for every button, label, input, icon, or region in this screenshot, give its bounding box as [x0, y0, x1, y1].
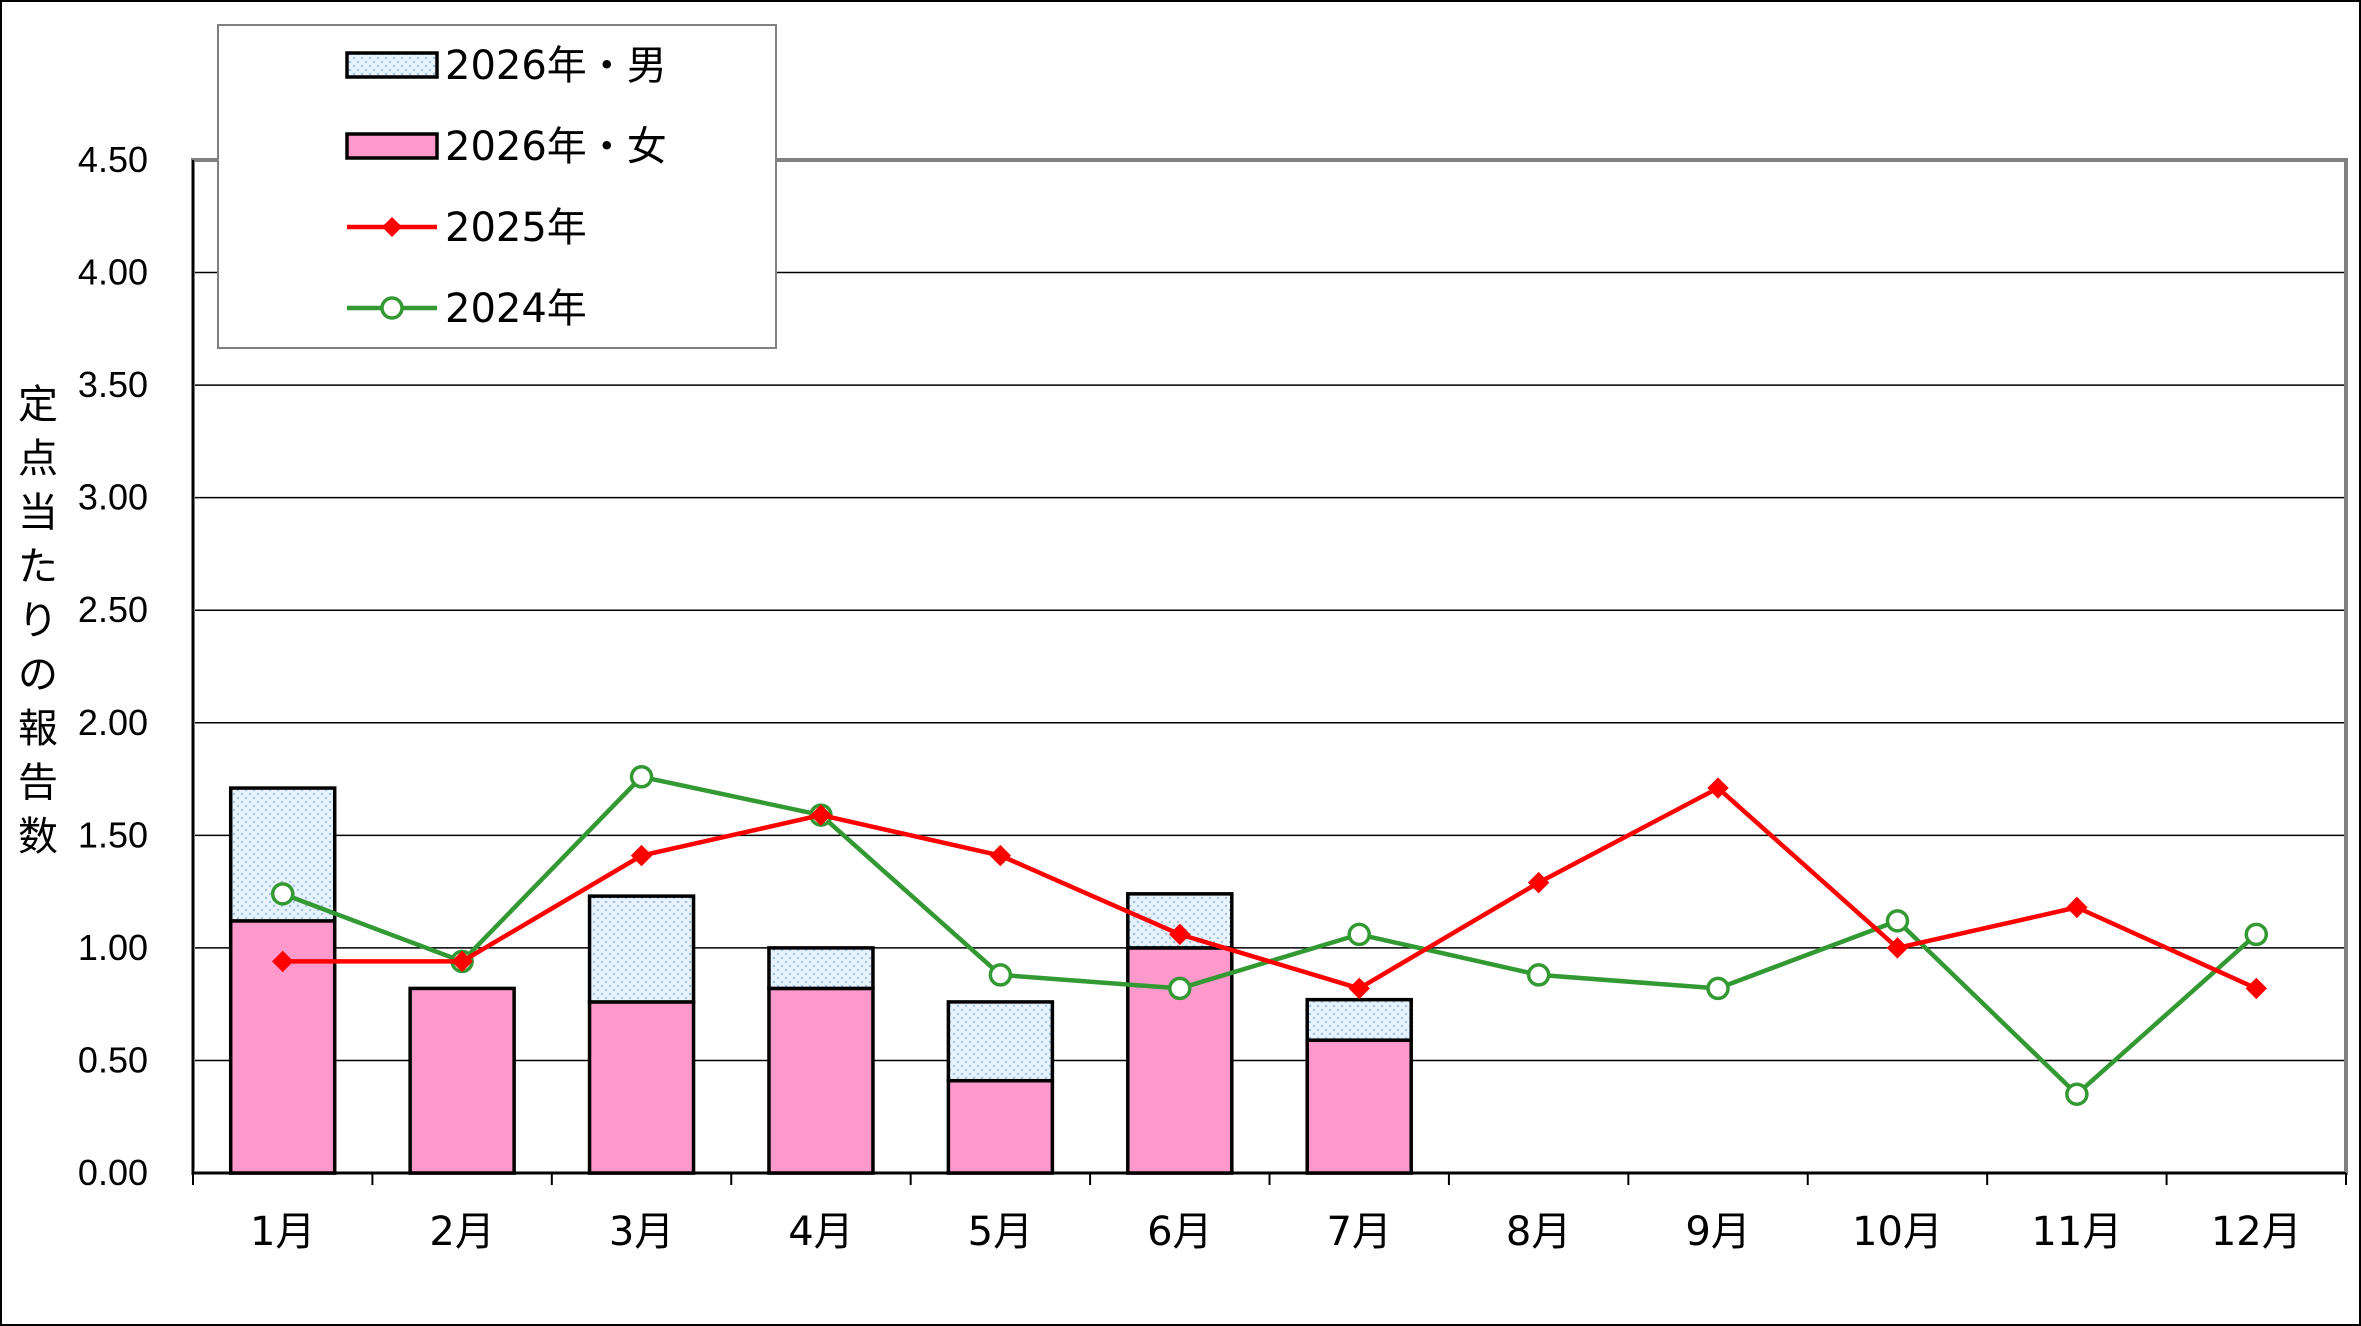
y-tick-label: 3.50: [78, 364, 148, 405]
y-tick-label: 1.50: [78, 814, 148, 855]
bars: [228, 786, 1413, 1175]
legend-marker-2024: [380, 296, 404, 320]
legend-label: 2024年: [445, 286, 587, 332]
point-marker: [1348, 977, 1370, 1000]
y-tick-label: 0.50: [78, 1039, 148, 1080]
y-tick-label: 2.00: [78, 702, 148, 743]
bar-female: [408, 986, 516, 1175]
point-marker: [2245, 977, 2267, 1000]
x-tick-label: 6月: [1147, 1209, 1212, 1255]
y-axis-title-char: 報: [18, 706, 58, 752]
point-marker: [1527, 871, 1550, 894]
x-tick-label: 4月: [788, 1209, 853, 1255]
y-tick-label: 2.50: [78, 589, 148, 630]
bar-male: [1305, 997, 1413, 1042]
point-marker: [989, 844, 1012, 867]
x-tick-marks: [192, 1173, 2347, 1185]
x-tick-label: 12月: [2211, 1209, 2302, 1255]
y-tick-labels: 0.00 0.50 1.00 1.50 2.00 2.50 3.00 3.50 4.00 4.50: [78, 139, 148, 1193]
bar-male: [587, 894, 696, 1004]
x-tick-labels: 1月 2月 3月 4月 5月 6月 7月 8月 9月 10月 11月 12月: [250, 1209, 2302, 1255]
y-axis-title-char: 点: [18, 436, 58, 482]
x-tick-label: 3月: [609, 1209, 674, 1255]
series-line: [282, 785, 2258, 991]
legend-label: 2025年: [445, 205, 587, 251]
point-marker: [988, 963, 1013, 987]
point-marker: [2244, 922, 2269, 947]
y-axis-title-char: た: [18, 544, 58, 590]
point-marker: [2065, 1082, 2089, 1106]
x-tick-label: 2月: [429, 1209, 494, 1255]
legend-marker-2025: [382, 217, 402, 237]
point-marker: [272, 950, 294, 973]
point-marker: [1168, 976, 1192, 1001]
bar-female: [587, 1000, 696, 1175]
x-tick-label: 11月: [2031, 1209, 2122, 1255]
lines: [270, 765, 2269, 1106]
y-tick-label: 4.50: [78, 139, 148, 180]
point-marker: [1526, 963, 1551, 987]
point-marker: [1707, 777, 1729, 799]
y-axis-title-char: の: [18, 652, 58, 698]
point-marker: [1169, 923, 1191, 946]
legend-label: 2026年・男: [445, 43, 667, 89]
x-tick-label: 8月: [1506, 1209, 1571, 1255]
bar-male: [946, 1000, 1055, 1083]
x-tick-label: 10月: [1852, 1209, 1943, 1255]
y-tick-label: 3.00: [78, 477, 148, 518]
y-tick-label: 1.00: [78, 927, 148, 968]
point-marker: [629, 765, 654, 789]
point-marker: [451, 950, 473, 973]
y-axis-title-char: 当: [18, 490, 58, 536]
legend: 2026年・男 2026年・女 2025年 2024年: [217, 24, 777, 349]
y-tick-label: 0.00: [78, 1152, 148, 1193]
x-tick-label: 7月: [1326, 1209, 1391, 1255]
point-marker: [1885, 909, 1910, 933]
bar-female: [946, 1078, 1055, 1175]
y-axis-title-char: 数: [18, 814, 58, 860]
x-tick-label: 1月: [250, 1209, 315, 1255]
bar-female: [1305, 1038, 1413, 1175]
y-tick-label: 4.00: [78, 252, 148, 293]
y-axis-title-char: 定: [18, 382, 58, 428]
legend-box: [217, 24, 777, 349]
x-tick-label: 9月: [1685, 1209, 1750, 1255]
point-marker: [2066, 896, 2088, 919]
point-marker: [1706, 976, 1730, 1001]
point-marker: [630, 844, 653, 867]
legend-swatch-female: [345, 132, 439, 160]
y-axis-title-char: り: [18, 598, 58, 644]
bar-male: [767, 946, 875, 991]
point-marker: [270, 882, 295, 906]
legend-swatch-male: [345, 51, 439, 79]
point-marker: [810, 804, 832, 826]
point-marker: [1886, 937, 1909, 959]
point-marker: [1347, 922, 1371, 947]
x-tick-label: 5月: [968, 1209, 1033, 1255]
y-axis-title-char: 告: [18, 760, 58, 806]
bar-female: [767, 986, 875, 1175]
legend-label: 2026年・女: [445, 124, 667, 170]
